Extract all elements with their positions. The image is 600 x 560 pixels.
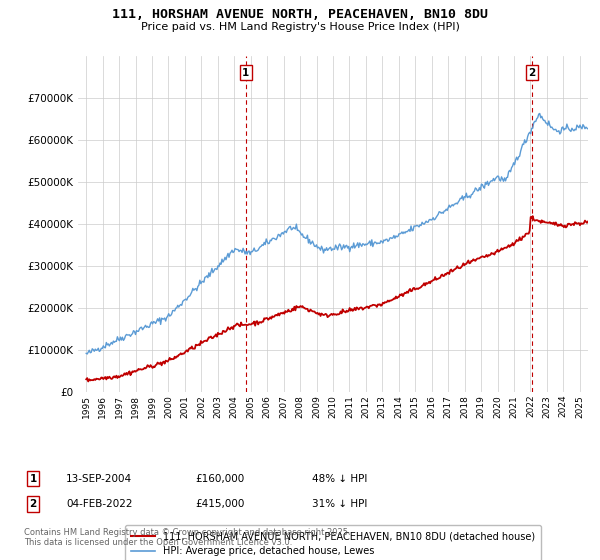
Text: 1: 1 <box>29 474 37 484</box>
Text: £415,000: £415,000 <box>195 499 244 509</box>
Text: 31% ↓ HPI: 31% ↓ HPI <box>312 499 367 509</box>
Text: 2: 2 <box>29 499 37 509</box>
Text: 13-SEP-2004: 13-SEP-2004 <box>66 474 132 484</box>
Text: £160,000: £160,000 <box>195 474 244 484</box>
Text: 48% ↓ HPI: 48% ↓ HPI <box>312 474 367 484</box>
Text: 04-FEB-2022: 04-FEB-2022 <box>66 499 133 509</box>
Text: Price paid vs. HM Land Registry's House Price Index (HPI): Price paid vs. HM Land Registry's House … <box>140 22 460 32</box>
Text: Contains HM Land Registry data © Crown copyright and database right 2025.
This d: Contains HM Land Registry data © Crown c… <box>24 528 350 547</box>
Text: 2: 2 <box>529 68 536 78</box>
Legend: 111, HORSHAM AVENUE NORTH, PEACEHAVEN, BN10 8DU (detached house), HPI: Average p: 111, HORSHAM AVENUE NORTH, PEACEHAVEN, B… <box>125 525 541 560</box>
Text: 111, HORSHAM AVENUE NORTH, PEACEHAVEN, BN10 8DU: 111, HORSHAM AVENUE NORTH, PEACEHAVEN, B… <box>112 8 488 21</box>
Text: 1: 1 <box>242 68 250 78</box>
